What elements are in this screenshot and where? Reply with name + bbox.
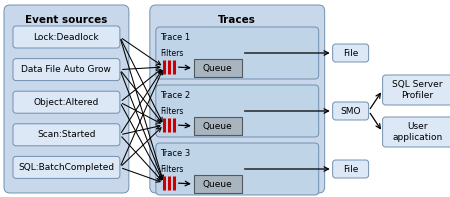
Text: Traces: Traces — [218, 15, 256, 25]
FancyBboxPatch shape — [150, 5, 325, 193]
Text: Filters: Filters — [160, 49, 183, 58]
Text: SMO: SMO — [340, 107, 361, 115]
Text: Queue: Queue — [203, 179, 233, 189]
Text: Filters: Filters — [160, 165, 183, 174]
Text: Trace 3: Trace 3 — [160, 149, 190, 157]
FancyBboxPatch shape — [13, 26, 120, 48]
FancyBboxPatch shape — [156, 143, 319, 195]
FancyBboxPatch shape — [333, 160, 369, 178]
Text: Scan:Started: Scan:Started — [37, 130, 96, 139]
Bar — [194, 59, 242, 77]
FancyBboxPatch shape — [156, 27, 319, 79]
Text: Object:Altered: Object:Altered — [34, 98, 99, 107]
FancyBboxPatch shape — [382, 117, 450, 147]
Text: File: File — [343, 164, 358, 174]
Text: Trace 1: Trace 1 — [160, 33, 190, 42]
Text: User
application: User application — [392, 122, 443, 142]
FancyBboxPatch shape — [333, 102, 369, 120]
Text: Queue: Queue — [203, 122, 233, 130]
Text: SQL:BatchCompleted: SQL:BatchCompleted — [18, 163, 114, 172]
Text: Data File Auto Grow: Data File Auto Grow — [22, 65, 111, 74]
FancyBboxPatch shape — [382, 75, 450, 105]
FancyBboxPatch shape — [333, 44, 369, 62]
FancyBboxPatch shape — [156, 85, 319, 137]
Text: File: File — [343, 48, 358, 58]
FancyBboxPatch shape — [13, 156, 120, 178]
Text: SQL Server
Profiler: SQL Server Profiler — [392, 80, 443, 100]
FancyBboxPatch shape — [13, 59, 120, 81]
Text: Queue: Queue — [203, 63, 233, 72]
Bar — [194, 175, 242, 193]
Text: Trace 2: Trace 2 — [160, 90, 190, 99]
Text: Event sources: Event sources — [25, 15, 108, 25]
FancyBboxPatch shape — [13, 124, 120, 146]
Text: Filters: Filters — [160, 107, 183, 116]
Text: Lock:Deadlock: Lock:Deadlock — [34, 33, 99, 42]
Bar — [194, 117, 242, 135]
FancyBboxPatch shape — [4, 5, 129, 193]
FancyBboxPatch shape — [13, 91, 120, 113]
